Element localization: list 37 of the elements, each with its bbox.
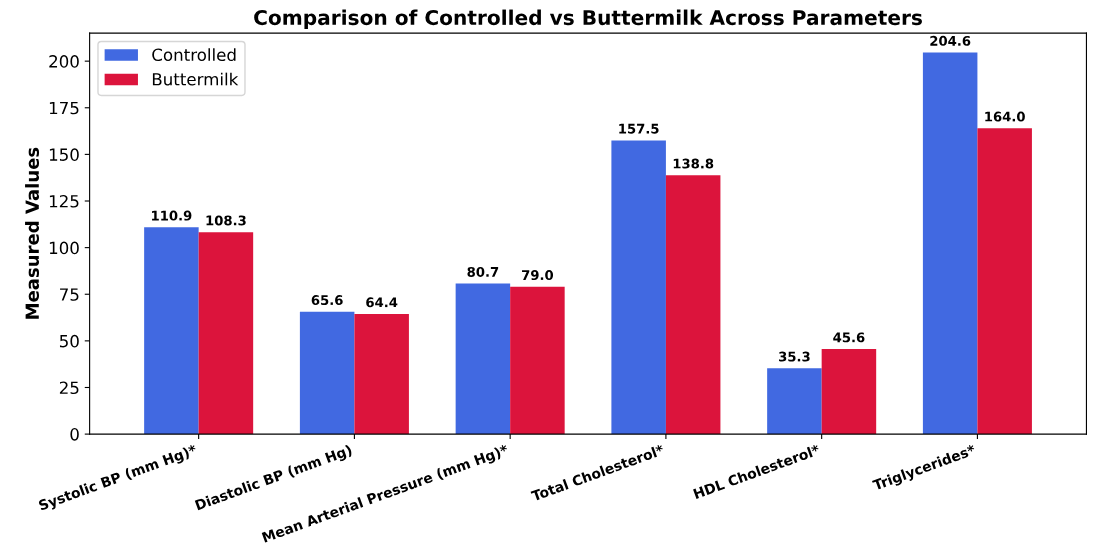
bar xyxy=(144,227,199,435)
data-label: 204.6 xyxy=(930,35,971,46)
data-label: 80.7 xyxy=(467,266,499,277)
data-label: 157.5 xyxy=(619,123,659,134)
y-tick-label: 25 xyxy=(59,381,79,395)
bar xyxy=(354,314,409,435)
legend-label: Buttermilk xyxy=(152,72,239,86)
chart-title: Comparison of Controlled vs Buttermilk Across Parameters xyxy=(254,9,922,30)
legend-label: Controlled xyxy=(152,48,236,62)
bar xyxy=(611,140,666,435)
bar xyxy=(821,349,877,435)
data-label: 110.9 xyxy=(152,210,192,221)
y-tick-label: 125 xyxy=(49,194,79,208)
y-axis-title: Measured Values xyxy=(25,147,40,319)
bar xyxy=(665,175,721,435)
bar xyxy=(299,311,355,435)
y-tick-label: 200 xyxy=(49,55,79,68)
y-tick-label: 0 xyxy=(70,428,79,441)
data-label: 45.6 xyxy=(833,332,865,343)
data-label: 108.3 xyxy=(206,215,246,226)
y-tick-label: 75 xyxy=(60,288,79,301)
y-tick-label: 150 xyxy=(49,148,79,161)
data-label: 138.8 xyxy=(673,158,714,169)
bar xyxy=(510,286,565,435)
y-tick-label: 175 xyxy=(49,101,79,115)
data-label: 164.0 xyxy=(985,111,1025,122)
bar xyxy=(455,283,511,435)
y-tick-label: 50 xyxy=(59,334,79,348)
data-label: 35.3 xyxy=(779,351,810,362)
bar xyxy=(977,128,1032,435)
bar xyxy=(922,52,978,435)
y-tick-label: 100 xyxy=(49,241,79,255)
data-label: 79.0 xyxy=(522,270,554,281)
bar xyxy=(767,368,822,435)
bar xyxy=(198,232,254,435)
data-label: 65.6 xyxy=(311,295,343,306)
data-label: 64.4 xyxy=(366,297,398,308)
